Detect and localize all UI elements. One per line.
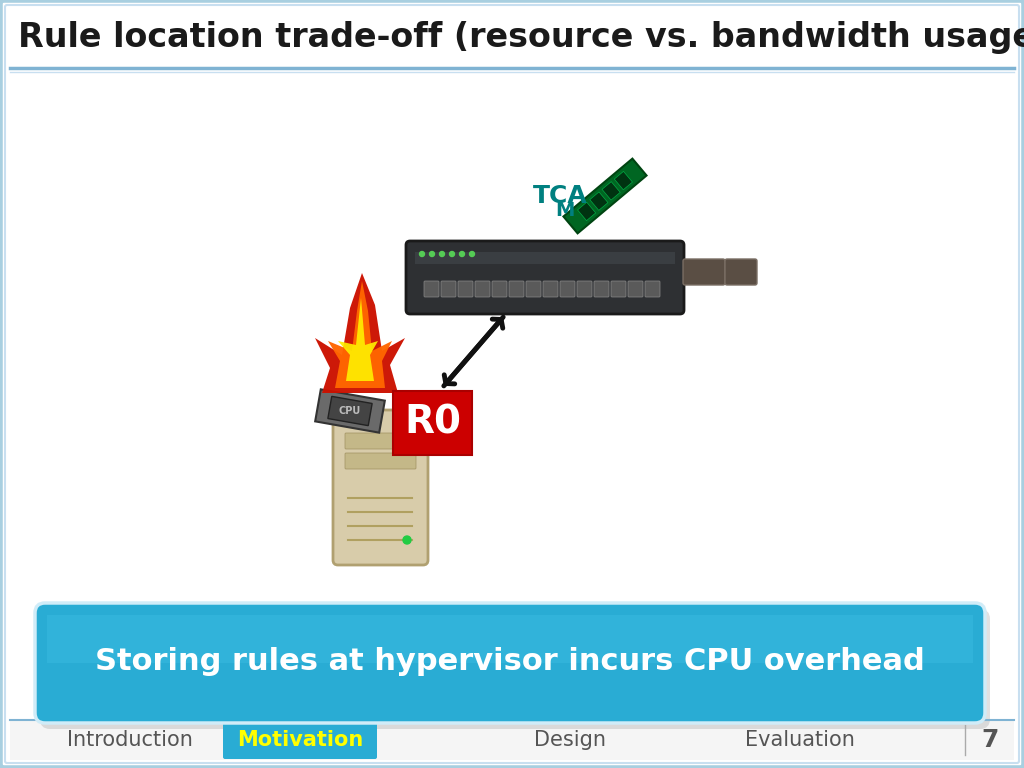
FancyBboxPatch shape	[611, 281, 626, 297]
FancyBboxPatch shape	[492, 281, 507, 297]
Text: Motivation: Motivation	[237, 730, 364, 750]
Polygon shape	[602, 182, 621, 200]
Circle shape	[420, 251, 425, 257]
Polygon shape	[315, 273, 406, 393]
FancyBboxPatch shape	[406, 241, 684, 314]
FancyBboxPatch shape	[645, 281, 660, 297]
FancyBboxPatch shape	[35, 603, 985, 723]
FancyBboxPatch shape	[577, 281, 592, 297]
Circle shape	[460, 251, 465, 257]
Text: TCA: TCA	[532, 184, 588, 208]
Text: 7: 7	[981, 728, 998, 752]
FancyBboxPatch shape	[345, 453, 416, 469]
Text: R0: R0	[404, 404, 461, 442]
FancyBboxPatch shape	[441, 281, 456, 297]
Text: CPU: CPU	[339, 406, 361, 416]
Polygon shape	[328, 281, 392, 388]
FancyBboxPatch shape	[628, 281, 643, 297]
FancyBboxPatch shape	[509, 281, 524, 297]
FancyBboxPatch shape	[40, 609, 990, 729]
FancyBboxPatch shape	[560, 281, 575, 297]
FancyBboxPatch shape	[683, 259, 725, 285]
Circle shape	[469, 251, 474, 257]
Polygon shape	[563, 159, 646, 233]
FancyBboxPatch shape	[424, 281, 439, 297]
Polygon shape	[578, 202, 596, 220]
FancyBboxPatch shape	[393, 391, 472, 455]
FancyBboxPatch shape	[345, 433, 416, 449]
Bar	[10, 8, 1014, 68]
Polygon shape	[328, 396, 372, 425]
FancyBboxPatch shape	[458, 281, 473, 297]
Text: Design: Design	[534, 730, 606, 750]
FancyBboxPatch shape	[47, 615, 973, 663]
FancyBboxPatch shape	[526, 281, 541, 297]
Bar	[415, 252, 675, 264]
Text: Evaluation: Evaluation	[745, 730, 855, 750]
Polygon shape	[590, 192, 608, 210]
FancyBboxPatch shape	[725, 259, 757, 285]
FancyBboxPatch shape	[333, 410, 428, 565]
Circle shape	[429, 251, 434, 257]
Polygon shape	[338, 298, 378, 381]
Text: M: M	[555, 201, 574, 220]
Circle shape	[403, 536, 411, 544]
FancyBboxPatch shape	[223, 721, 377, 759]
FancyBboxPatch shape	[475, 281, 490, 297]
Circle shape	[450, 251, 455, 257]
FancyBboxPatch shape	[594, 281, 609, 297]
Circle shape	[439, 251, 444, 257]
Text: Storing rules at hypervisor incurs CPU overhead: Storing rules at hypervisor incurs CPU o…	[95, 647, 925, 676]
Polygon shape	[614, 171, 633, 190]
Polygon shape	[315, 389, 385, 432]
Text: Rule location trade-off (resource vs. bandwidth usage): Rule location trade-off (resource vs. ba…	[18, 22, 1024, 55]
Bar	[10, 720, 1014, 760]
FancyBboxPatch shape	[543, 281, 558, 297]
Text: Introduction: Introduction	[67, 730, 193, 750]
